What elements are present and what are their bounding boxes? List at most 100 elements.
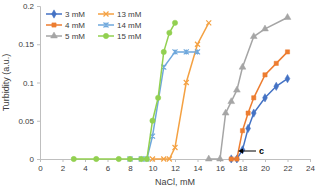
series-marker [233, 86, 240, 92]
legend-label: 4 mM [65, 21, 85, 30]
annotation-arrowhead [238, 149, 243, 154]
x-tick-label: 24 [306, 164, 315, 173]
x-tick-label: 6 [106, 164, 111, 173]
y-tick-label: 0.15 [18, 40, 34, 49]
y-tick: 0.2 [23, 2, 40, 11]
x-tick-label: 22 [284, 164, 293, 173]
series-marker [239, 63, 246, 69]
y-tick-label: 0.05 [18, 117, 34, 126]
series-marker [184, 49, 189, 54]
series-marker [173, 145, 178, 150]
series-marker [144, 156, 149, 161]
legend-label: 3 mM [65, 10, 85, 19]
x-tick: 12 [171, 159, 180, 173]
series-marker [94, 156, 99, 161]
y-axis-line [37, 7, 41, 160]
x-tick-label: 12 [171, 164, 180, 173]
series-marker [246, 124, 251, 132]
series-line [74, 23, 175, 159]
x-tick-mark [288, 159, 289, 162]
series-marker [167, 30, 172, 35]
series-marker [206, 20, 211, 25]
series-marker [229, 157, 233, 161]
series-marker [246, 111, 250, 115]
x-tick-label: 10 [149, 164, 158, 173]
legend-item: 5 mM [46, 32, 85, 41]
x-tick-label: 16 [216, 164, 225, 173]
series-line [130, 52, 198, 159]
y-tick-label: 0 [30, 155, 35, 164]
y-axis-title: Turbidity (a.u.) [1, 54, 11, 112]
series-marker [139, 157, 144, 162]
series-marker [252, 96, 256, 100]
x-tick-mark [175, 159, 176, 162]
series-marker [161, 157, 166, 162]
series-marker [71, 156, 76, 161]
x-tick-mark [243, 159, 244, 162]
y-tick: 0.15 [18, 40, 40, 49]
series-marker [217, 155, 224, 161]
legend-marker [51, 32, 58, 38]
legend-label: 15 mM [117, 32, 142, 41]
y-tick-mark [37, 44, 40, 45]
legend-label: 13 mM [117, 10, 142, 19]
series-marker [235, 157, 239, 161]
x-axis: 024681012141618202224 [38, 159, 315, 173]
series-marker [144, 157, 149, 162]
series-line [153, 23, 209, 159]
series-marker [116, 156, 121, 161]
series-marker [274, 61, 278, 65]
y-tick-label: 0.1 [23, 79, 35, 88]
x-tick-mark [310, 159, 311, 162]
series-marker [128, 157, 133, 162]
series-marker [240, 129, 244, 133]
legend-item: 3 mM [46, 10, 85, 19]
x-tick: 0 [38, 159, 43, 173]
chart: 02468101214161820222400.050.10.150.23 mM… [0, 0, 318, 189]
x-tick: 22 [284, 159, 293, 173]
x-axis-title: NaCl, mM [155, 177, 195, 187]
series-marker [195, 49, 200, 54]
y-axis: 0 0.05 0.1 0.15 0.2 [18, 2, 40, 164]
annotation: c [238, 146, 264, 156]
legend-marker [104, 23, 109, 28]
y-tick-mark [37, 6, 40, 7]
x-tick-mark [265, 159, 266, 162]
series-marker [150, 157, 155, 162]
legend-item: 14 mM [98, 21, 142, 30]
y-tick-mark [37, 159, 40, 160]
legend: 3 mM 4 mM 5 mM 13 mM 14 mM 15 mM [46, 10, 142, 41]
legend-marker [52, 23, 56, 27]
legend-label: 5 mM [65, 32, 85, 41]
series-marker [172, 20, 177, 25]
legend-marker [52, 10, 57, 18]
series-marker [263, 94, 268, 102]
legend-item: 4 mM [46, 21, 85, 30]
series-line [231, 52, 287, 159]
x-tick-label: 8 [128, 164, 133, 173]
x-axis-line [41, 160, 311, 163]
legend-marker [103, 33, 108, 38]
x-tick: 14 [194, 159, 203, 173]
x-tick-label: 20 [261, 164, 270, 173]
series-marker [251, 109, 256, 117]
series-line [209, 17, 288, 159]
legend-item: 15 mM [98, 32, 142, 41]
legend-label: 14 mM [117, 21, 142, 30]
y-tick-mark [37, 121, 40, 122]
y-tick: 0.1 [23, 79, 40, 88]
x-tick: 4 [83, 159, 88, 173]
series-marker [250, 33, 257, 39]
series-marker [263, 73, 267, 77]
x-tick-label: 18 [239, 164, 248, 173]
series-group [71, 14, 291, 163]
series-marker [173, 49, 178, 54]
x-tick-mark [198, 159, 199, 162]
series-marker [139, 156, 144, 161]
series-marker [161, 49, 166, 54]
x-tick: 6 [106, 159, 111, 173]
annotation-text: c [259, 146, 264, 156]
series-marker [127, 156, 132, 161]
x-tick-label: 4 [83, 164, 88, 173]
y-tick: 0.05 [18, 117, 40, 126]
